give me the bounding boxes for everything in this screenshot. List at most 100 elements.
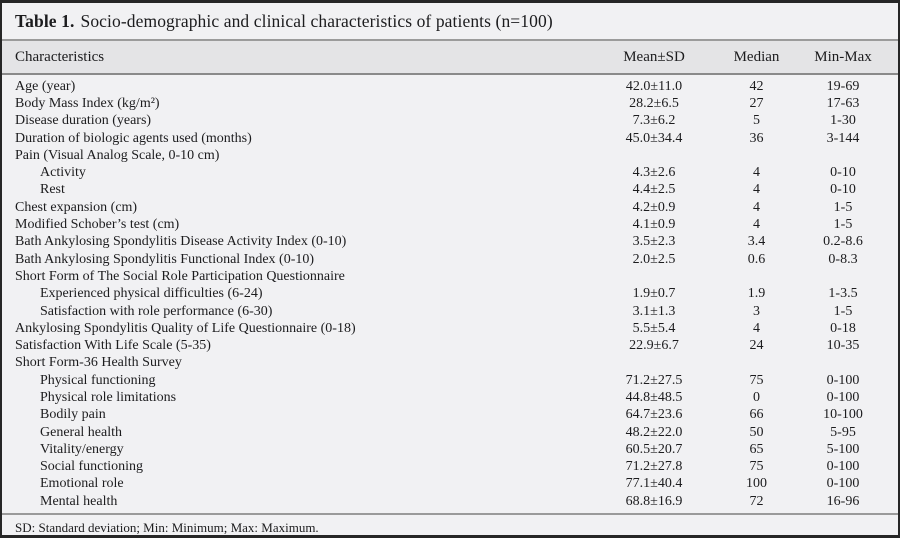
- table-footnote: SD: Standard deviation; Min: Minimum; Ma…: [2, 513, 898, 535]
- row-label: Bath Ankylosing Spondylitis Disease Acti…: [15, 234, 347, 250]
- row-label: Modified Schober’s test (cm): [15, 217, 180, 233]
- row-min-max: 16-96: [826, 493, 860, 509]
- row-label: Duration of biologic agents used (months…: [15, 130, 252, 146]
- column-header-mean-sd: Mean±SD: [623, 48, 685, 65]
- row-mean-sd: 7.3±6.2: [632, 113, 676, 129]
- table-row: Bath Ankylosing Spondylitis Disease Acti…: [2, 234, 898, 251]
- table-title-text: Socio-demographic and clinical character…: [80, 10, 553, 31]
- row-label: Disease duration (years): [15, 113, 152, 129]
- table-row: Emotional role 77.1±40.4 100 0-100: [2, 476, 898, 493]
- row-label: Short Form-36 Health Survey: [15, 355, 182, 371]
- row-median: 100: [746, 476, 767, 492]
- row-median: 4: [753, 182, 760, 198]
- row-min-max: 10-35: [826, 338, 860, 354]
- table-header-row: Characteristics Mean±SD Median Min-Max: [2, 39, 898, 75]
- row-median: 5: [753, 113, 760, 129]
- row-min-max: 0.2-8.6: [823, 234, 863, 250]
- row-label: Body Mass Index (kg/m²): [15, 95, 160, 111]
- column-header-characteristics: Characteristics: [15, 48, 105, 65]
- row-mean-sd: 42.0±11.0: [625, 78, 683, 94]
- row-mean-sd: 77.1±40.4: [625, 476, 683, 492]
- table-row: Age (year) 42.0±11.0 42 19-69: [2, 78, 898, 95]
- row-min-max: 0-8.3: [828, 251, 858, 267]
- row-mean-sd: 4.3±2.6: [632, 165, 676, 181]
- row-mean-sd: 1.9±0.7: [632, 286, 676, 302]
- row-min-max: 0-10: [830, 182, 856, 198]
- row-label: Physical functioning: [40, 372, 156, 388]
- row-median: 4: [753, 217, 760, 233]
- table-body: Age (year) 42.0±11.0 42 19-69 Body Mass …: [2, 75, 898, 510]
- row-mean-sd: 60.5±20.7: [625, 441, 683, 457]
- row-min-max: 0-100: [826, 389, 860, 405]
- row-label: Satisfaction with role performance (6-30…: [40, 303, 273, 319]
- row-median: 24: [749, 338, 764, 354]
- row-mean-sd: 48.2±22.0: [625, 424, 683, 440]
- row-median: 72: [749, 493, 764, 509]
- row-min-max: 1-5: [833, 303, 853, 319]
- column-header-median: Median: [733, 48, 780, 65]
- table-row: Satisfaction with role performance (6-30…: [2, 303, 898, 320]
- row-label: Experienced physical difficulties (6-24): [40, 286, 263, 302]
- row-mean-sd: 3.1±1.3: [632, 303, 676, 319]
- row-min-max: 0-100: [826, 476, 860, 492]
- row-min-max: 5-95: [830, 424, 856, 440]
- row-median: 75: [749, 459, 764, 475]
- row-mean-sd: 4.4±2.5: [632, 182, 676, 198]
- table-row: Activity 4.3±2.6 4 0-10: [2, 164, 898, 181]
- row-median: 66: [749, 407, 764, 423]
- row-min-max: 10-100: [823, 407, 863, 423]
- table-row: Short Form-36 Health Survey: [2, 355, 898, 372]
- row-min-max: 1-5: [833, 199, 853, 215]
- row-label: Mental health: [40, 493, 118, 509]
- table-title: Table 1. Socio-demographic and clinical …: [2, 3, 898, 39]
- row-mean-sd: 4.1±0.9: [632, 217, 676, 233]
- row-label: Rest: [40, 182, 65, 198]
- row-mean-sd: 68.8±16.9: [625, 493, 683, 509]
- table-row: Ankylosing Spondylitis Quality of Life Q…: [2, 320, 898, 337]
- row-mean-sd: 64.7±23.6: [625, 407, 683, 423]
- row-label: Age (year): [15, 78, 76, 94]
- row-mean-sd: 4.2±0.9: [632, 199, 676, 215]
- row-mean-sd: 71.2±27.8: [625, 459, 683, 475]
- row-median: 4: [753, 165, 760, 181]
- table-row: Modified Schober’s test (cm) 4.1±0.9 4 1…: [2, 216, 898, 233]
- row-min-max: 0-100: [826, 372, 860, 388]
- table-row: Satisfaction With Life Scale (5-35) 22.9…: [2, 337, 898, 354]
- row-median: 27: [749, 95, 764, 111]
- row-min-max: 0-10: [830, 165, 856, 181]
- table-row: Social functioning 71.2±27.8 75 0-100: [2, 459, 898, 476]
- row-median: 0.6: [747, 251, 766, 267]
- row-median: 75: [749, 372, 764, 388]
- row-label: Bath Ankylosing Spondylitis Functional I…: [15, 251, 315, 267]
- table-row: Chest expansion (cm) 4.2±0.9 4 1-5: [2, 199, 898, 216]
- row-min-max: 1-3.5: [828, 286, 858, 302]
- table-row: Physical functioning 71.2±27.5 75 0-100: [2, 372, 898, 389]
- row-mean-sd: 71.2±27.5: [625, 372, 683, 388]
- table-row: Vitality/energy 60.5±20.7 65 5-100: [2, 441, 898, 458]
- row-label: Chest expansion (cm): [15, 199, 138, 215]
- row-median: 65: [749, 441, 764, 457]
- row-min-max: 1-30: [830, 113, 856, 129]
- row-min-max: 1-5: [833, 217, 853, 233]
- row-label: Ankylosing Spondylitis Quality of Life Q…: [15, 320, 356, 336]
- row-median: 1.9: [747, 286, 766, 302]
- table-row: Pain (Visual Analog Scale, 0-10 cm): [2, 147, 898, 164]
- row-label: Emotional role: [40, 476, 124, 492]
- table-number-label: Table 1.: [15, 10, 75, 31]
- row-min-max: 0-100: [826, 459, 860, 475]
- row-mean-sd: 2.0±2.5: [632, 251, 676, 267]
- row-mean-sd: 3.5±2.3: [632, 234, 676, 250]
- table-row: Bath Ankylosing Spondylitis Functional I…: [2, 251, 898, 268]
- table-row: Mental health 68.8±16.9 72 16-96: [2, 493, 898, 510]
- row-median: 36: [749, 130, 764, 146]
- row-median: 42: [749, 78, 764, 94]
- row-label: Short Form of The Social Role Participat…: [15, 268, 345, 284]
- table-row: Disease duration (years) 7.3±6.2 5 1-30: [2, 113, 898, 130]
- row-label: Vitality/energy: [40, 441, 124, 457]
- row-label: Satisfaction With Life Scale (5-35): [15, 338, 211, 354]
- row-label: Bodily pain: [40, 407, 106, 423]
- table-row: Bodily pain 64.7±23.6 66 10-100: [2, 407, 898, 424]
- table-row: Rest 4.4±2.5 4 0-10: [2, 182, 898, 199]
- row-label: General health: [40, 424, 123, 440]
